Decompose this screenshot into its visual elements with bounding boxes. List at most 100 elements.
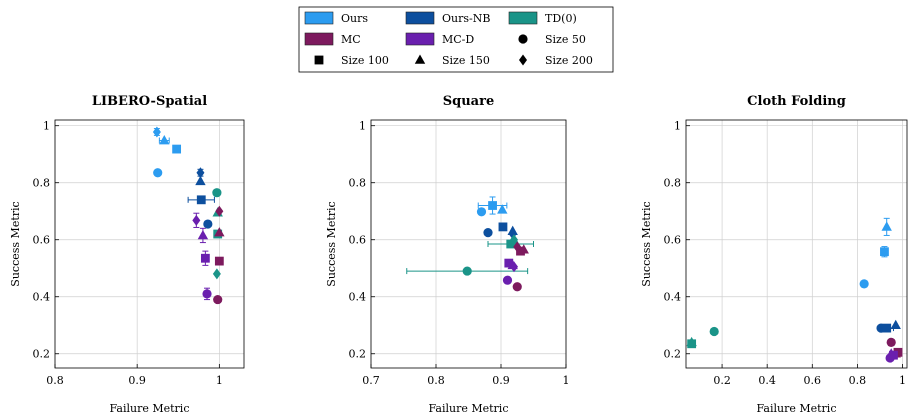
legend-label: TD(0) <box>545 12 577 25</box>
legend-label: Ours-NB <box>442 12 490 25</box>
x-axis-label: Failure Metric <box>429 402 509 415</box>
data-marker <box>882 323 892 333</box>
y-tick-label: 0.2 <box>349 348 367 361</box>
point-ours-nb-size-150 <box>890 319 901 330</box>
data-marker <box>203 219 213 229</box>
grid <box>54 120 244 368</box>
data-marker <box>506 239 516 249</box>
point-ours-nb-size-100 <box>498 222 508 232</box>
legend-label: Size 150 <box>442 54 490 67</box>
y-axis-label: Success Metric <box>640 201 653 286</box>
data-points <box>686 217 903 363</box>
data-marker <box>886 337 896 347</box>
y-tick-label: 0.6 <box>349 234 367 247</box>
point-ours-nb-size-200 <box>196 167 205 179</box>
legend-item-size-200: Size 200 <box>519 54 593 67</box>
y-tick-label: 1 <box>674 120 681 133</box>
data-marker <box>502 275 513 285</box>
data-marker <box>196 195 206 205</box>
point-mc-d-size-200 <box>510 261 518 273</box>
chart-title: LIBERO-Spatial <box>92 94 207 109</box>
x-tick-label: 1 <box>216 374 223 387</box>
x-tick-label: 0.8 <box>849 374 867 387</box>
data-marker <box>504 258 514 268</box>
plot-frame <box>685 119 908 369</box>
point-mc-size-150 <box>518 244 529 254</box>
point-ours-size-50 <box>153 168 163 178</box>
data-marker <box>709 326 719 337</box>
y-tick-label: 0.6 <box>33 234 51 247</box>
point-ours-nb-size-100 <box>187 195 215 205</box>
point-td-0-size-150 <box>686 336 697 347</box>
data-marker <box>196 167 205 179</box>
panel-square: 0.7 0.8 0.9 1 0.2 0.4 0.6 0.8 1 Square Failure Met… <box>325 94 570 415</box>
point-ours-size-50 <box>859 279 869 289</box>
y-tick-label: 0.8 <box>33 177 51 190</box>
legend-label: Size 50 <box>545 33 586 46</box>
point-ours-size-150 <box>881 217 892 236</box>
y-tick-label: 0.4 <box>664 291 682 304</box>
y-tick-label: 0.6 <box>664 234 682 247</box>
data-marker <box>195 175 206 186</box>
legend-item-size-100: Size 100 <box>314 54 389 67</box>
point-ours-size-100 <box>880 246 889 258</box>
plot-frame <box>370 119 567 369</box>
y-tick-label: 0.2 <box>33 348 51 361</box>
grid <box>370 120 567 368</box>
y-tick-label: 0.2 <box>664 348 682 361</box>
data-points <box>406 196 534 292</box>
x-tick-label: 0.8 <box>427 374 445 387</box>
point-ours-nb-size-50 <box>483 227 493 238</box>
diamond-icon <box>519 54 527 66</box>
point-ours-size-50 <box>476 207 487 217</box>
point-ours-size-200 <box>152 126 161 138</box>
data-marker <box>488 201 497 210</box>
y-axis-label: Success Metric <box>9 201 22 286</box>
data-marker <box>513 241 522 253</box>
legend-label: MC-D <box>442 33 474 46</box>
data-marker <box>212 188 222 198</box>
data-marker <box>197 229 209 240</box>
point-td-0-size-50 <box>709 326 719 337</box>
plot-frame <box>54 119 245 369</box>
x-tick-label: 0.9 <box>128 374 146 387</box>
legend-swatch-ours-nb <box>405 11 435 25</box>
point-td-0-size-100 <box>487 239 534 249</box>
data-marker <box>152 126 161 138</box>
data-marker <box>512 282 522 292</box>
point-mc-size-200 <box>215 205 224 217</box>
data-marker <box>214 256 224 266</box>
data-points <box>152 126 225 305</box>
data-marker <box>200 253 210 263</box>
point-mc-size-100 <box>214 256 224 266</box>
point-mc-d-size-50 <box>202 287 212 301</box>
data-marker <box>686 336 697 347</box>
legend-item-ours: Ours <box>304 11 368 25</box>
data-marker <box>510 234 518 246</box>
legend-box <box>298 6 614 73</box>
point-mc-size-200 <box>513 241 522 253</box>
y-tick-label: 0.4 <box>349 291 367 304</box>
data-marker <box>202 289 212 299</box>
x-tick-label: 1 <box>899 374 906 387</box>
y-tick-label: 0.4 <box>33 291 51 304</box>
legend-swatch-ours <box>304 11 334 25</box>
point-ours-nb-size-50 <box>203 219 213 229</box>
data-marker <box>510 261 518 273</box>
y-tick-label: 1 <box>359 120 366 133</box>
x-tick-label: 0.7 <box>362 374 380 387</box>
legend-swatch-mc-d <box>405 32 435 46</box>
panel-libero-spatial: 0.8 0.9 1 0.2 0.4 0.6 0.8 1 LIBERO-Spatial Failur… <box>9 94 245 415</box>
square-icon <box>314 55 324 65</box>
point-ours-size-150 <box>497 204 508 214</box>
legend-item-size-50: Size 50 <box>518 33 586 46</box>
point-mc-d-size-150 <box>197 227 209 244</box>
point-td-0-size-50 <box>212 188 222 198</box>
legend-item-mc-d: MC-D <box>405 32 474 46</box>
triangle-icon <box>414 54 426 64</box>
data-marker <box>476 207 487 217</box>
data-marker <box>192 214 201 226</box>
y-tick-label: 0.8 <box>349 177 367 190</box>
data-marker <box>886 348 897 358</box>
x-tick-label: 1 <box>563 374 570 387</box>
